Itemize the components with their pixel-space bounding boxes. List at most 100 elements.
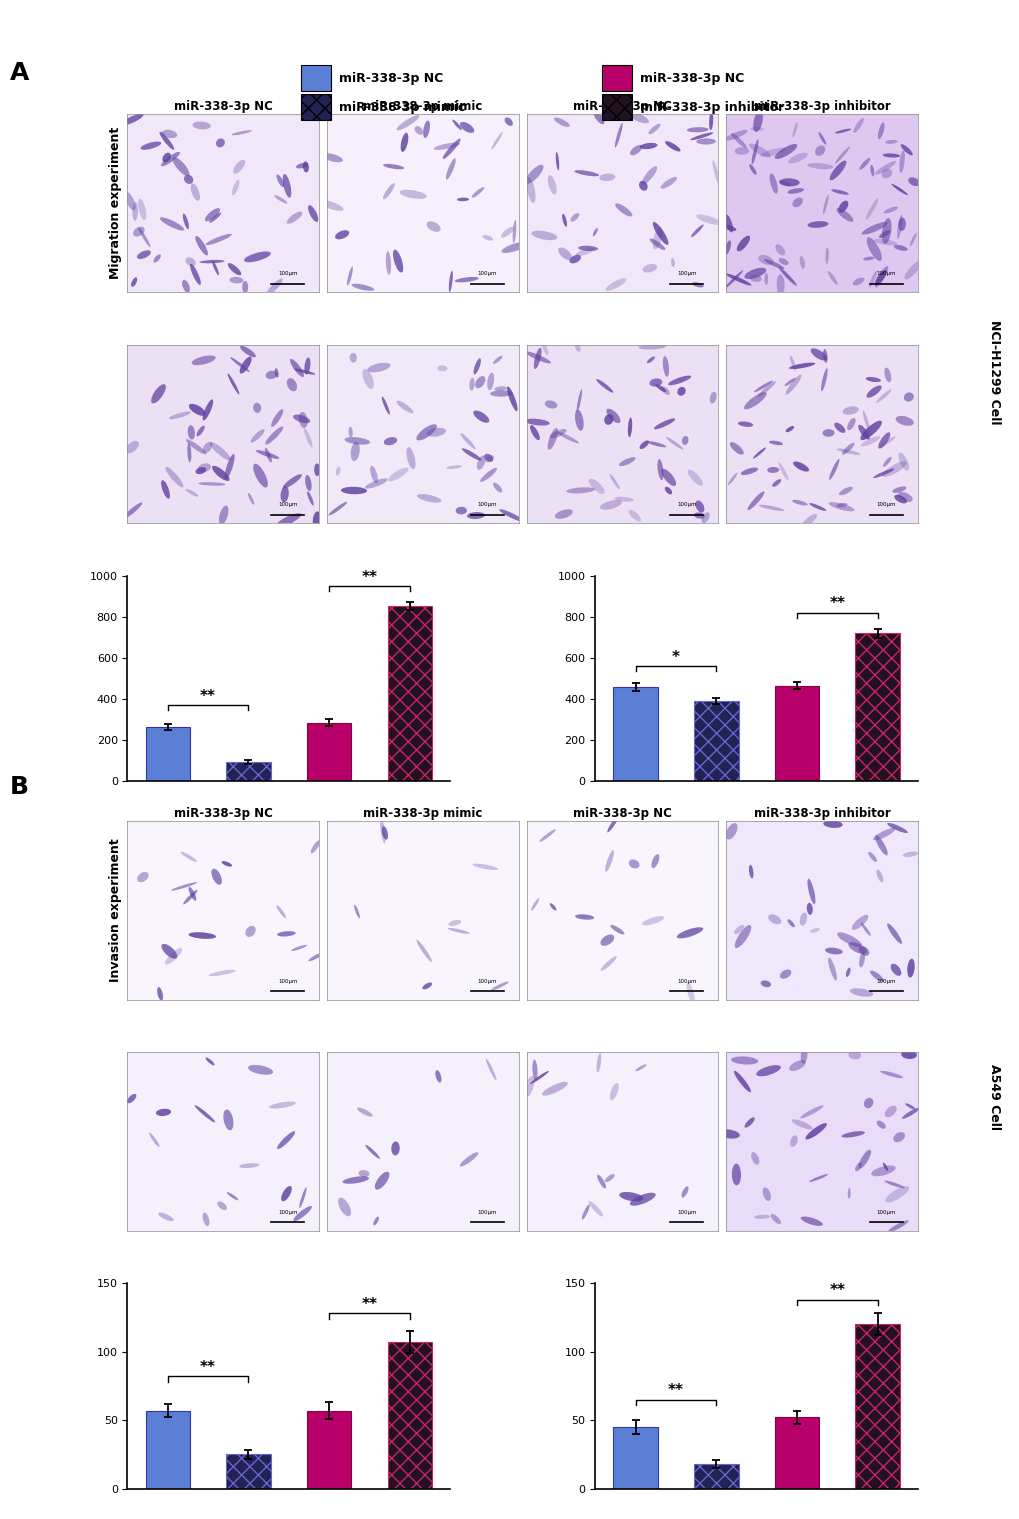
- Bar: [387, 606, 432, 781]
- Ellipse shape: [740, 468, 757, 475]
- Ellipse shape: [630, 1192, 655, 1206]
- Ellipse shape: [569, 255, 581, 263]
- Title: miR-338-3p NC: miR-338-3p NC: [573, 100, 672, 112]
- Ellipse shape: [206, 1057, 214, 1065]
- Ellipse shape: [544, 401, 556, 409]
- Text: NCI-H1299 Cell: NCI-H1299 Cell: [987, 321, 1000, 424]
- Ellipse shape: [903, 392, 913, 401]
- Ellipse shape: [467, 512, 484, 519]
- Ellipse shape: [433, 143, 460, 150]
- Ellipse shape: [185, 439, 206, 454]
- Ellipse shape: [158, 1212, 173, 1221]
- Title: miR-338-3p inhibitor: miR-338-3p inhibitor: [753, 807, 890, 820]
- Ellipse shape: [725, 240, 731, 255]
- Ellipse shape: [799, 1106, 822, 1118]
- Ellipse shape: [162, 129, 177, 138]
- Ellipse shape: [525, 351, 550, 363]
- Ellipse shape: [639, 441, 648, 450]
- Ellipse shape: [313, 512, 321, 529]
- Ellipse shape: [561, 214, 567, 226]
- Ellipse shape: [293, 1206, 312, 1221]
- Ellipse shape: [319, 201, 343, 211]
- Ellipse shape: [875, 869, 882, 883]
- Ellipse shape: [308, 205, 318, 222]
- Ellipse shape: [828, 161, 846, 181]
- Ellipse shape: [553, 117, 570, 128]
- Ellipse shape: [294, 369, 315, 375]
- Bar: [307, 723, 351, 781]
- Ellipse shape: [861, 222, 887, 234]
- Bar: [146, 728, 190, 781]
- Bar: [387, 1343, 432, 1489]
- Ellipse shape: [771, 478, 781, 488]
- Ellipse shape: [613, 497, 633, 501]
- Ellipse shape: [646, 441, 665, 447]
- Ellipse shape: [457, 197, 469, 201]
- Y-axis label: Migration experiment: Migration experiment: [109, 128, 122, 279]
- Ellipse shape: [212, 466, 229, 482]
- Ellipse shape: [662, 355, 668, 377]
- Ellipse shape: [206, 234, 231, 245]
- Ellipse shape: [866, 237, 881, 261]
- Ellipse shape: [190, 264, 201, 286]
- Ellipse shape: [881, 219, 891, 245]
- Ellipse shape: [751, 140, 758, 164]
- Text: miR-338-3p mimic: miR-338-3p mimic: [338, 100, 465, 114]
- Text: *: *: [672, 650, 680, 665]
- Ellipse shape: [875, 389, 891, 403]
- Ellipse shape: [860, 922, 870, 936]
- Ellipse shape: [346, 266, 353, 286]
- Ellipse shape: [799, 257, 804, 269]
- Ellipse shape: [603, 415, 613, 425]
- Ellipse shape: [169, 412, 191, 419]
- Bar: [774, 685, 818, 781]
- Ellipse shape: [362, 369, 373, 389]
- Ellipse shape: [865, 197, 877, 220]
- Ellipse shape: [695, 500, 704, 512]
- Ellipse shape: [555, 152, 558, 170]
- Ellipse shape: [604, 851, 613, 872]
- Ellipse shape: [334, 231, 348, 240]
- Ellipse shape: [858, 952, 864, 968]
- Ellipse shape: [763, 273, 767, 286]
- Ellipse shape: [609, 1083, 619, 1100]
- Ellipse shape: [442, 138, 461, 159]
- Ellipse shape: [652, 226, 661, 249]
- Ellipse shape: [805, 1123, 826, 1139]
- Ellipse shape: [858, 1150, 870, 1168]
- Ellipse shape: [311, 840, 320, 854]
- Ellipse shape: [554, 509, 573, 519]
- Ellipse shape: [651, 854, 658, 869]
- Text: A: A: [10, 61, 30, 85]
- Ellipse shape: [874, 835, 887, 855]
- Ellipse shape: [690, 225, 703, 237]
- Ellipse shape: [604, 1174, 614, 1182]
- Ellipse shape: [630, 144, 642, 155]
- Ellipse shape: [448, 270, 452, 292]
- Ellipse shape: [337, 1197, 351, 1217]
- Ellipse shape: [834, 422, 845, 433]
- Ellipse shape: [777, 462, 788, 480]
- Ellipse shape: [827, 270, 837, 286]
- Ellipse shape: [789, 1060, 805, 1071]
- Ellipse shape: [367, 363, 390, 372]
- Ellipse shape: [777, 258, 788, 266]
- Ellipse shape: [785, 375, 801, 395]
- Ellipse shape: [121, 114, 144, 126]
- Ellipse shape: [830, 190, 848, 194]
- Ellipse shape: [687, 469, 702, 486]
- Ellipse shape: [664, 141, 680, 152]
- Text: **: **: [200, 688, 216, 703]
- Ellipse shape: [539, 829, 555, 842]
- Ellipse shape: [271, 409, 283, 427]
- Ellipse shape: [383, 437, 396, 445]
- Ellipse shape: [462, 448, 481, 460]
- Ellipse shape: [701, 512, 709, 523]
- Text: 100μm: 100μm: [875, 272, 896, 276]
- Text: 100μm: 100μm: [278, 503, 298, 507]
- Ellipse shape: [460, 433, 475, 450]
- Ellipse shape: [677, 387, 685, 396]
- Ellipse shape: [887, 924, 901, 943]
- Ellipse shape: [730, 442, 743, 454]
- Text: 100μm: 100μm: [278, 1209, 298, 1215]
